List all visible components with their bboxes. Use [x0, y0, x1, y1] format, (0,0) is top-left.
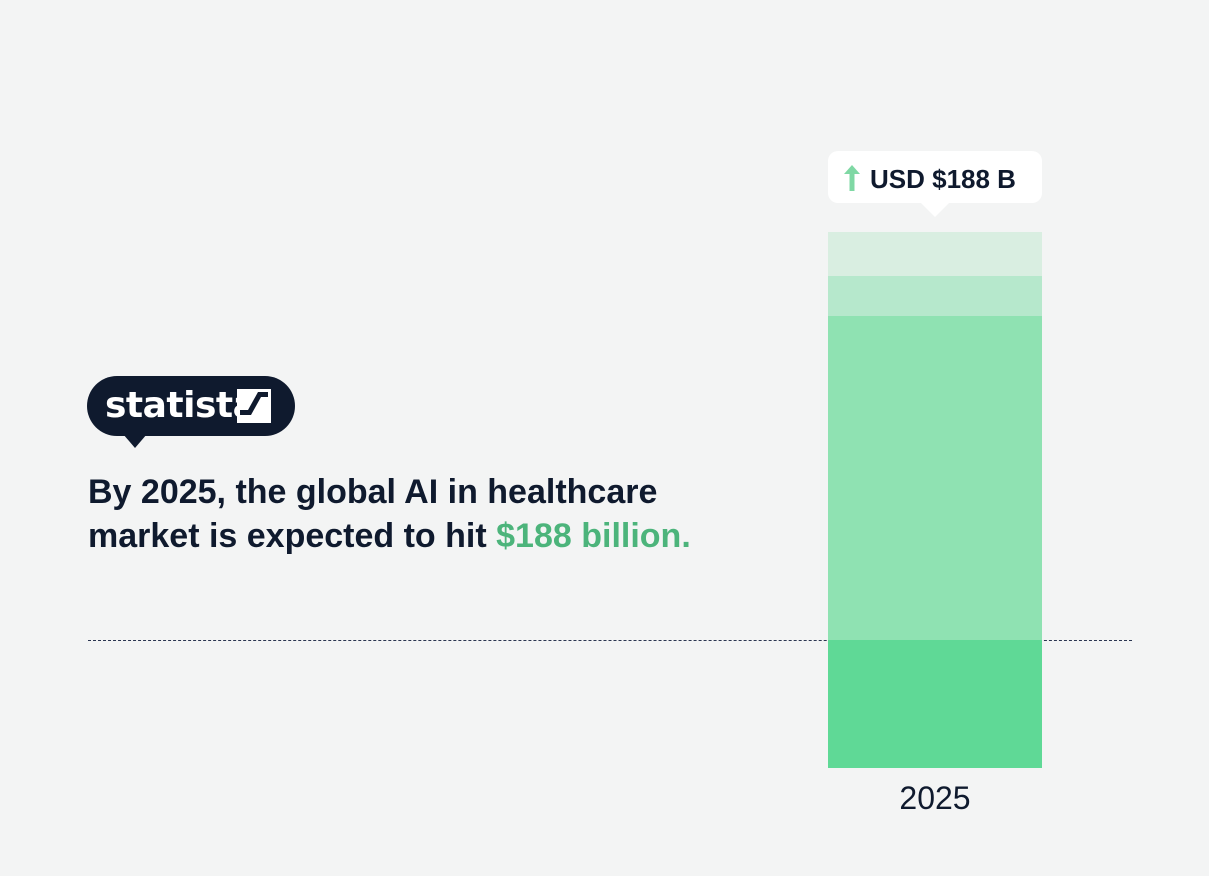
statista-mark-icon — [237, 389, 271, 423]
logo-text: statista — [105, 385, 257, 426]
value-callout: USD $188 B — [828, 151, 1042, 217]
headline: By 2025, the global AI in healthcare mar… — [88, 470, 768, 558]
bar-segment-base — [828, 640, 1042, 768]
headline-text: By 2025, the global AI in healthcare mar… — [88, 473, 658, 555]
value-label: USD $188 B — [870, 164, 1016, 194]
statista-logo: statista — [87, 376, 295, 448]
bar-segment-upper — [828, 276, 1042, 316]
x-tick-label: 2025 — [899, 780, 971, 816]
headline-highlight: $188 billion. — [496, 517, 691, 555]
dashed-reference-line — [88, 640, 1132, 641]
bar-2025 — [828, 232, 1042, 768]
bar-segment-mid — [828, 316, 1042, 640]
arrow-up-icon — [844, 165, 860, 191]
bar-segment-top — [828, 232, 1042, 276]
